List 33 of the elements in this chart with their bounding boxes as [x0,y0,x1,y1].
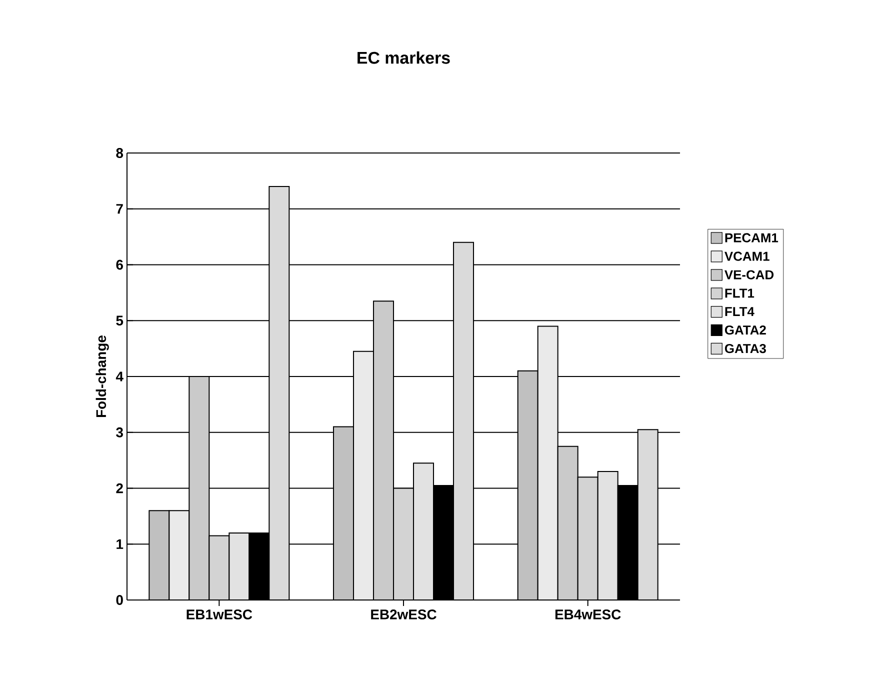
bar [228,532,250,600]
y-tick-label: 3 [116,427,123,438]
bar [537,326,558,600]
bar [597,470,618,600]
y-tick-label: 2 [116,483,123,494]
bar [333,426,354,600]
bar [637,429,658,600]
bar [268,186,290,600]
y-tick-label: 6 [116,260,123,270]
bar [517,370,538,600]
y-axis-title: Fold-change [96,336,109,418]
legend-label: PECAM1 [725,233,778,242]
legend-label: VE-CAD [724,270,774,280]
bar [148,510,170,600]
y-tick-label: 5 [116,316,124,326]
y-tick-label: 8 [116,148,124,158]
legend-label: VCAM1 [724,252,770,261]
bar [168,510,190,600]
x-tick-label: EB2wESC [371,609,436,620]
bar [413,462,434,600]
bar [453,242,474,600]
legend-label: FLT1 [725,288,754,298]
x-tick-label: EB4wESC [555,609,621,620]
chart-title: EC markers [358,51,450,64]
y-tick-label: 1 [116,539,124,549]
legend-label: GATA3 [724,344,766,354]
y-tick-label: 0 [116,595,123,605]
bar [353,350,374,600]
y-tick-label: 7 [116,204,123,214]
legend-label: FLT4 [725,307,754,316]
x-tick-label: EB1wESC [186,609,252,620]
y-tick-label: 4 [116,372,124,382]
legend-label: GATA2 [724,325,766,335]
